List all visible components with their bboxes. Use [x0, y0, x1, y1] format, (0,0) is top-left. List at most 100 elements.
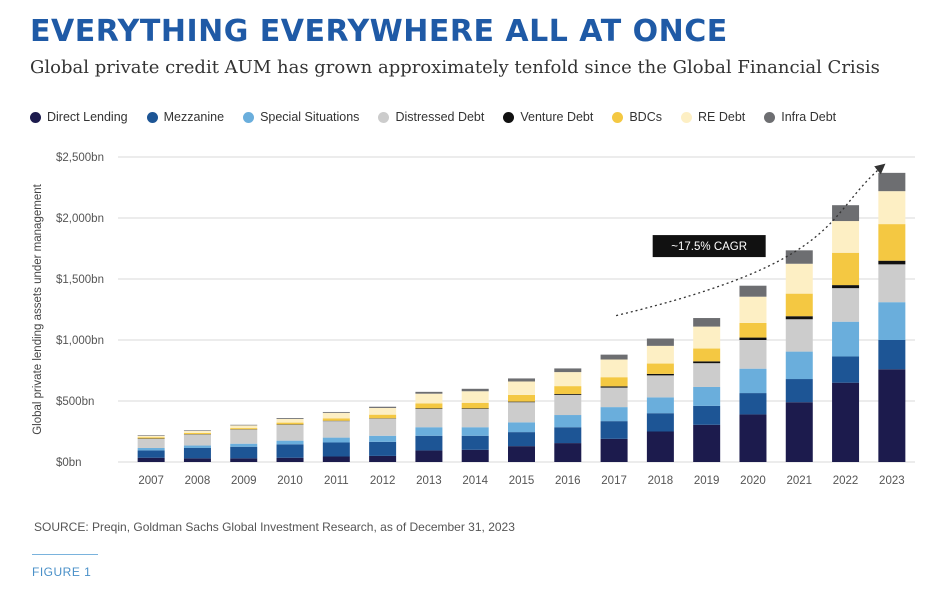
- bar-segment-distressed-debt: [878, 264, 906, 303]
- bar-segment-bdcs: [137, 437, 165, 439]
- bar-segment-special-situations: [878, 302, 906, 340]
- legend-swatch-re-debt: [681, 111, 692, 123]
- x-tick-label: 2011: [324, 475, 349, 487]
- bar-segment-bdcs: [785, 293, 813, 317]
- bar-segment-infra-debt: [878, 172, 906, 192]
- legend-label: Infra Debt: [781, 110, 837, 124]
- bar-segment-distressed-debt: [693, 363, 721, 387]
- bar-segment-direct-lending: [508, 446, 535, 462]
- bar-segment-venture-debt: [693, 361, 721, 364]
- bar-segment-direct-lending: [600, 438, 628, 462]
- bar-segment-direct-lending: [322, 456, 350, 462]
- bar-segment-special-situations: [693, 386, 721, 406]
- bar-segment-infra-debt: [461, 388, 489, 392]
- source-note: SOURCE: Preqin, Goldman Sachs Global Inv…: [34, 520, 515, 534]
- bar-segment-mezzanine: [276, 444, 304, 458]
- bar-segment-venture-debt: [415, 408, 443, 409]
- bar-segment-special-situations: [369, 435, 397, 442]
- bar-segment-venture-debt: [785, 316, 813, 320]
- bar-segment-bdcs: [693, 348, 721, 362]
- x-tick-label: 2021: [786, 475, 812, 487]
- bar-stack-2014: [461, 388, 489, 462]
- bar-segment-mezzanine: [322, 442, 350, 457]
- bar-segment-venture-debt: [461, 408, 489, 409]
- x-tick-label: 2019: [694, 475, 720, 487]
- bar-segment-bdcs: [739, 322, 767, 338]
- bar-segment-distressed-debt: [739, 340, 767, 369]
- bar-stack-2007: [137, 435, 165, 462]
- bar-stack-2013: [415, 391, 443, 462]
- bar-segment-bdcs: [878, 224, 906, 261]
- bar-segment-re-debt: [878, 191, 906, 225]
- bar-segment-re-debt: [832, 221, 860, 253]
- bar-stack-2011: [322, 411, 350, 462]
- bar-segment-mezzanine: [878, 340, 906, 370]
- legend-item-direct-lending: Direct Lending: [30, 110, 128, 124]
- bar-segment-re-debt: [785, 263, 813, 294]
- bar-stack-2015: [508, 378, 535, 462]
- bar-segment-infra-debt: [369, 406, 397, 408]
- cagr-callout-text: ~17.5% CAGR: [671, 241, 747, 253]
- bar-segment-bdcs: [554, 386, 582, 395]
- bar-segment-distressed-debt: [322, 421, 350, 438]
- legend-swatch-mezzanine: [146, 111, 158, 123]
- bar-segment-re-debt: [554, 372, 582, 387]
- bar-segment-distressed-debt: [276, 424, 304, 441]
- bar-segment-re-debt: [600, 359, 628, 378]
- figure-label: FIGURE 1: [32, 565, 92, 579]
- legend-swatch-infra-debt: [764, 111, 776, 123]
- bar-segment-special-situations: [230, 443, 258, 447]
- bar-segment-infra-debt: [415, 391, 443, 394]
- bar-segment-special-situations: [646, 397, 674, 414]
- y-tick-label: $2,500bn: [56, 152, 104, 164]
- bar-stack-2020: [739, 285, 767, 462]
- bar-segment-special-situations: [415, 427, 443, 436]
- bar-segment-infra-debt: [785, 250, 813, 264]
- x-tick-label: 2013: [416, 475, 442, 487]
- legend-label: Special Situations: [260, 110, 360, 124]
- bar-segment-special-situations: [785, 351, 813, 380]
- bar-stack-2016: [554, 368, 582, 462]
- bar-segment-infra-debt: [832, 205, 860, 222]
- legend-item-distressed-debt: Distressed Debt: [378, 110, 484, 124]
- bar-segment-re-debt: [739, 296, 767, 323]
- bar-segment-mezzanine: [369, 441, 397, 456]
- bar-segment-bdcs: [461, 402, 489, 409]
- bar-segment-re-debt: [369, 407, 397, 415]
- y-tick-label: $1,500bn: [56, 274, 104, 286]
- bar-segment-distressed-debt: [554, 394, 582, 416]
- chart-subtitle: Global private credit AUM has grown appr…: [30, 57, 880, 78]
- legend-item-venture-debt: Venture Debt: [503, 110, 593, 124]
- legend-label: BDCs: [629, 110, 662, 124]
- bar-segment-infra-debt: [230, 424, 258, 426]
- bar-segment-venture-debt: [508, 401, 535, 403]
- bar-stack-2019: [693, 318, 721, 462]
- bar-segment-special-situations: [832, 321, 860, 357]
- bar-segment-special-situations: [461, 427, 489, 436]
- bar-segment-re-debt: [276, 418, 304, 423]
- bar-segment-distressed-debt: [137, 438, 165, 448]
- bar-segment-bdcs: [276, 422, 304, 425]
- bar-segment-re-debt: [322, 412, 350, 419]
- bar-segment-direct-lending: [554, 443, 582, 462]
- bar-segment-bdcs: [230, 428, 258, 430]
- x-tick-label: 2007: [138, 475, 164, 487]
- legend-swatch-special-situations: [243, 111, 255, 123]
- bar-segment-direct-lending: [183, 458, 211, 462]
- bar-segment-venture-debt: [878, 260, 906, 265]
- cagr-trend-arrow: [615, 163, 886, 317]
- x-tick-label: 2017: [601, 475, 627, 487]
- x-tick-label: 2015: [509, 475, 535, 487]
- bar-segment-venture-debt: [646, 373, 674, 376]
- bar-stack-2021: [785, 250, 813, 462]
- bar-segment-mezzanine: [832, 356, 860, 383]
- bar-segment-re-debt: [137, 435, 165, 438]
- bar-segment-distressed-debt: [183, 434, 211, 446]
- bar-segment-direct-lending: [832, 382, 860, 462]
- bar-segment-special-situations: [322, 437, 350, 443]
- bar-segment-re-debt: [461, 391, 489, 403]
- legend-item-re-debt: RE Debt: [681, 110, 745, 124]
- bar-segment-re-debt: [508, 381, 535, 395]
- x-tick-label: 2018: [648, 475, 674, 487]
- bar-segment-direct-lending: [461, 449, 489, 462]
